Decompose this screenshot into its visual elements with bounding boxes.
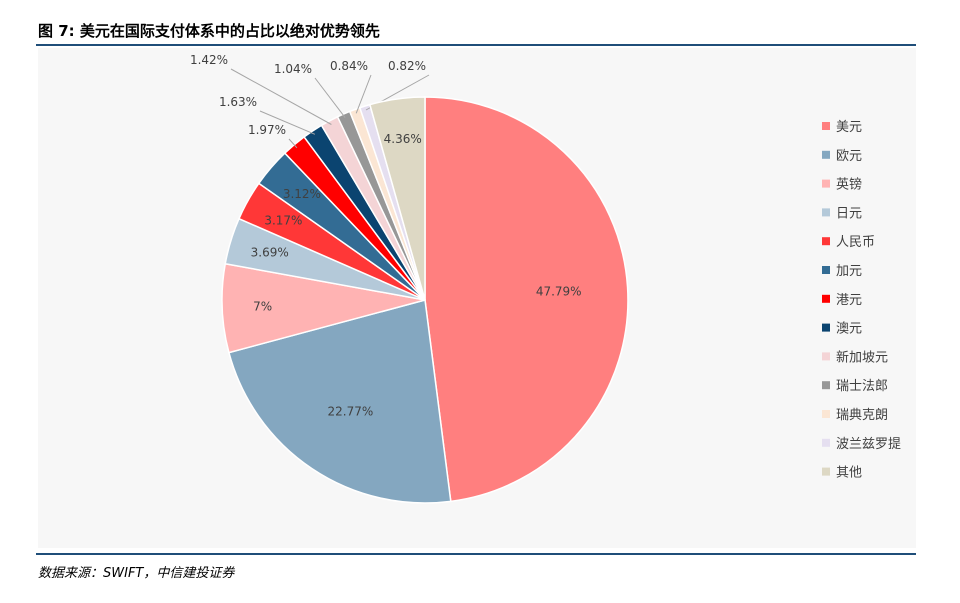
legend-swatch <box>822 150 830 159</box>
leader-line <box>355 74 372 114</box>
legend-entry: 加元 <box>836 264 862 279</box>
slice-label: 7% <box>253 300 272 314</box>
pie-slice <box>424 96 629 503</box>
legend-entry: 欧元 <box>836 149 862 164</box>
leader-line <box>259 110 316 135</box>
leader-line <box>314 77 346 119</box>
slice-label: 0.84% <box>330 59 368 73</box>
title-rule <box>36 44 916 46</box>
leader-line <box>230 68 332 125</box>
slice-label: 3.12% <box>283 187 321 201</box>
legend-swatch <box>822 208 830 217</box>
legend-entry: 瑞典克朗 <box>836 408 888 423</box>
legend-swatch <box>822 266 830 274</box>
source-note: 数据来源：SWIFT，中信建投证券 <box>38 566 235 581</box>
legend-swatch <box>822 467 830 476</box>
slice-label: 0.82% <box>388 59 426 73</box>
slice-label: 47.79% <box>536 285 582 299</box>
slice-label: 22.77% <box>328 404 374 418</box>
legend-entry: 新加坡元 <box>836 349 888 365</box>
slice-label: 3.69% <box>251 246 289 260</box>
legend-entry: 波兰兹罗提 <box>836 436 901 452</box>
legend-swatch <box>822 410 830 418</box>
slice-label: 1.97% <box>248 123 286 137</box>
legend-swatch <box>822 381 830 390</box>
legend-swatch <box>822 323 830 332</box>
chart-title: 图 7: 美元在国际支付体系中的占比以绝对优势领先 <box>38 22 380 40</box>
legend-swatch <box>822 179 830 188</box>
slice-label: 1.63% <box>219 95 257 109</box>
legend-entry: 瑞士法郎 <box>836 379 888 394</box>
slice-label: 4.36% <box>384 132 422 146</box>
legend-swatch <box>822 122 830 130</box>
legend-entry: 英镑 <box>836 177 862 193</box>
slice-label: 1.04% <box>274 62 312 76</box>
legend-entry: 人民币 <box>836 235 875 250</box>
pie-slice <box>228 299 452 504</box>
legend-entry: 日元 <box>836 206 862 221</box>
legend-entry: 美元 <box>836 120 862 135</box>
footer-rule <box>36 553 916 555</box>
legend-swatch <box>822 438 830 447</box>
legend-swatch <box>822 294 830 303</box>
pie-slice <box>368 96 426 301</box>
slice-label: 3.17% <box>264 213 302 227</box>
legend-swatch <box>822 352 830 361</box>
legend-entry: 澳元 <box>836 321 862 337</box>
legend-entry: 其他 <box>836 466 862 481</box>
legend-entry: 港元 <box>836 293 862 308</box>
legend-swatch <box>822 237 830 246</box>
slice-label: 1.42% <box>190 53 228 67</box>
leader-line <box>288 138 298 149</box>
